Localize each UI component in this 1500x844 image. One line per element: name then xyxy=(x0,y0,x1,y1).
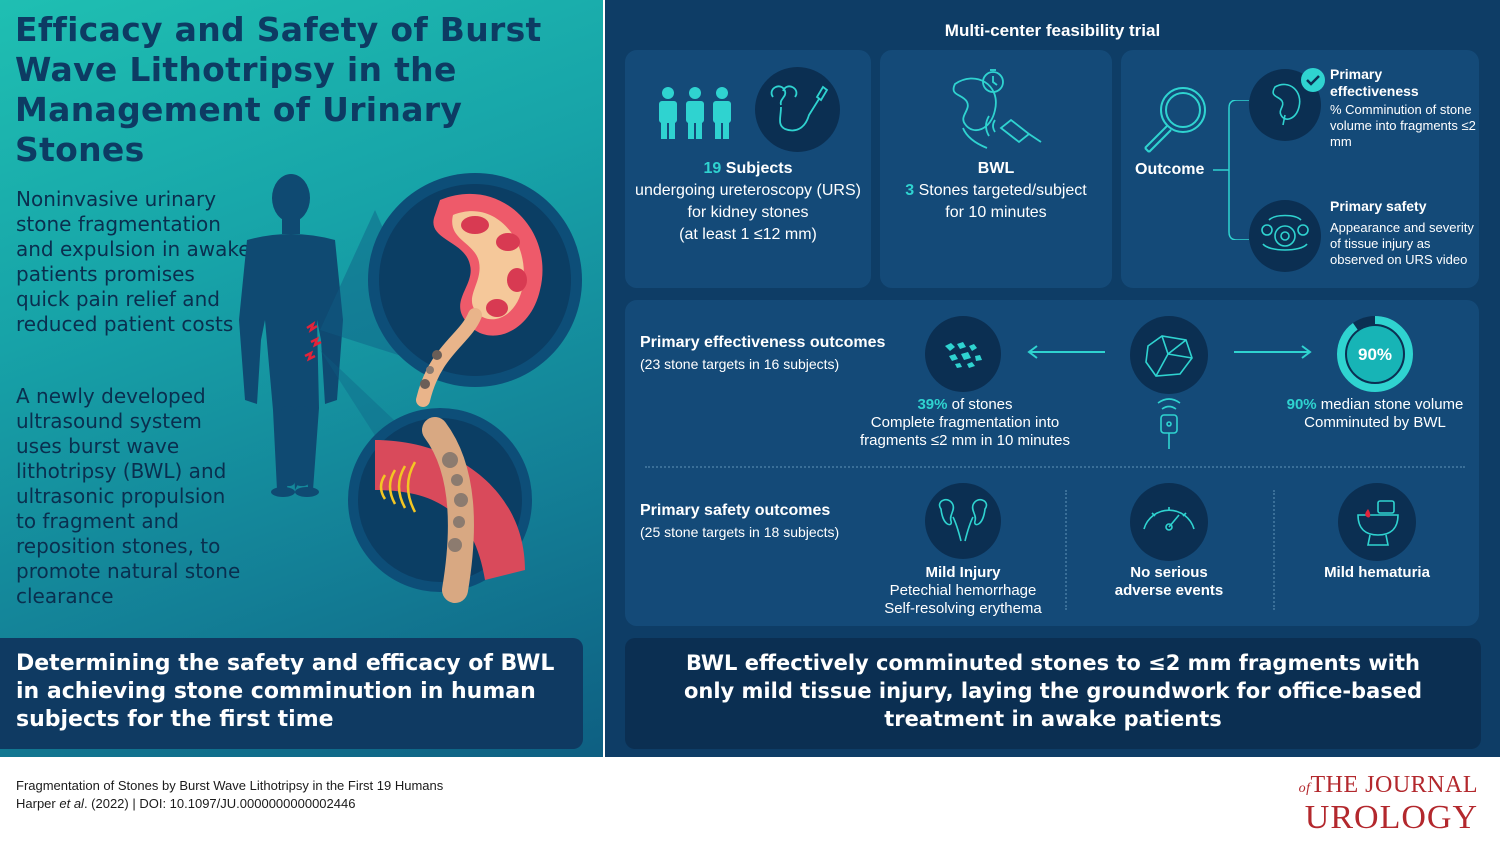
donut-label: 90% xyxy=(1358,345,1392,364)
stones-suffix: of stones xyxy=(947,396,1013,413)
arrow-left-icon xyxy=(1027,345,1105,359)
lead-paragraph-2: A newly developed ultrasound system uses… xyxy=(16,384,241,608)
stones-line-3: fragments ≤2 mm in 10 minutes xyxy=(860,432,1070,449)
injury-line-2: Petechial hemorrhage xyxy=(889,582,1037,599)
footer: Fragmentation of Stones by Burst Wave Li… xyxy=(0,757,1500,844)
bwl-line-2: Stones targeted/subject xyxy=(918,182,1087,199)
arrow-right-icon xyxy=(1234,345,1312,359)
journal-the-journal: THE JOURNAL xyxy=(1310,772,1478,798)
subjects-line-2: undergoing ureteroscopy (URS) xyxy=(635,182,861,199)
subjects-line-4: (at least 1 ≤12 mm) xyxy=(679,226,817,243)
magnifier-icon xyxy=(1144,87,1206,153)
stones-pct: 39% xyxy=(917,396,948,413)
gauge-icon xyxy=(1130,483,1208,561)
journal-logo: ofTHE JOURNAL UROLOGY xyxy=(1299,773,1478,835)
ureteroscopy-icon xyxy=(755,67,840,152)
effectiveness-subtitle: (23 stone targets in 16 subjects) xyxy=(640,356,840,372)
outcome-card: Outcome Primary effectiveness % Comminut… xyxy=(1121,50,1479,288)
stone-icon xyxy=(1130,316,1208,394)
objective-banner: Determining the safety and efficacy of B… xyxy=(0,638,583,749)
safety-title: Primary safety outcomes xyxy=(640,502,831,519)
people-icon xyxy=(659,87,731,139)
effectiveness-title: Primary effectiveness outcomes xyxy=(640,334,886,351)
pain-marks-icon xyxy=(304,320,322,362)
ureter-stones-icon xyxy=(375,417,525,603)
citation-et-al: et al xyxy=(59,796,84,811)
subjects-number: 19 xyxy=(703,160,722,177)
kidney-ultrasound-icon xyxy=(952,69,1042,149)
safety-subtitle: (25 stone targets in 18 subjects) xyxy=(640,524,840,540)
journal-of: of xyxy=(1298,781,1311,796)
citation-authors: Harper xyxy=(16,796,60,811)
kidney-cross-section-icon xyxy=(416,193,543,407)
bwl-line-3: for 10 minutes xyxy=(945,204,1047,221)
adverse-line-1: No serious xyxy=(1130,564,1208,581)
median-line-2: Comminuted by BWL xyxy=(1304,414,1446,431)
patient-illustration xyxy=(239,173,582,603)
bwl-number: 3 xyxy=(905,182,915,199)
injury-line-3: Self-resolving erythema xyxy=(884,600,1042,617)
conclusion-banner: BWL effectively comminuted stones to ≤2 … xyxy=(625,638,1481,749)
median-volume-donut: 90% xyxy=(1337,316,1413,392)
citation-reference: Harper et al. (2022) | DOI: 10.1097/JU.0… xyxy=(16,796,355,811)
primary-effectiveness-title: Primary effectiveness xyxy=(1330,66,1419,99)
left-panel: Efficacy and Safety of Burst Wave Lithot… xyxy=(0,0,603,757)
primary-effectiveness-desc: % Comminution of stone volume into fragm… xyxy=(1330,102,1476,149)
journal-urology: UROLOGY xyxy=(1304,799,1478,836)
primary-safety-desc: Appearance and severity of tissue injury… xyxy=(1330,220,1474,267)
right-panel: Multi-center feasibility trial 19 Subjec… xyxy=(605,0,1500,757)
fragments-icon xyxy=(925,316,1001,392)
stones-line-2: Complete fragmentation into xyxy=(870,414,1060,431)
human-silhouette-icon xyxy=(239,174,343,497)
column-divider-2 xyxy=(1273,490,1275,610)
section-divider xyxy=(645,466,1465,468)
subjects-card: 19 Subjects undergoing ureteroscopy (URS… xyxy=(625,50,871,288)
trial-title: Multi-center feasibility trial xyxy=(944,21,1161,40)
adverse-line-2: adverse events xyxy=(1114,582,1224,599)
transducer-icon xyxy=(1157,398,1181,449)
hematuria-label: Mild hematuria xyxy=(1324,564,1430,581)
injury-title: Mild Injury xyxy=(925,564,1001,581)
citation-title: Fragmentation of Stones by Burst Wave Li… xyxy=(16,778,444,793)
tissue-safety-icon xyxy=(1249,200,1321,272)
primary-safety-title: Primary safety xyxy=(1330,198,1427,214)
citation-doi: . (2022) | DOI: 10.1097/JU.0000000000002… xyxy=(83,796,356,811)
outcome-bracket xyxy=(1213,100,1249,240)
page-title: Efficacy and Safety of Burst Wave Lithot… xyxy=(15,10,542,169)
outcomes-card: Primary effectiveness outcomes (23 stone… xyxy=(625,300,1479,626)
median-pct: 90% xyxy=(1286,396,1317,413)
column-divider-1 xyxy=(1065,490,1067,610)
toilet-blood-icon xyxy=(1338,483,1416,561)
subjects-line-3: for kidney stones xyxy=(687,204,809,221)
outcome-label: Outcome xyxy=(1135,161,1205,178)
subjects-label: Subjects xyxy=(725,160,793,177)
kidneys-injury-icon xyxy=(925,483,1001,559)
checkmark-icon xyxy=(1301,68,1325,92)
bwl-card: BWL 3 Stones targeted/subject for 10 min… xyxy=(880,50,1112,288)
bwl-heading: BWL xyxy=(977,160,1015,177)
median-suffix: median stone volume xyxy=(1316,396,1464,413)
lead-paragraph-1: Noninvasive urinary stone fragmentation … xyxy=(16,187,251,336)
